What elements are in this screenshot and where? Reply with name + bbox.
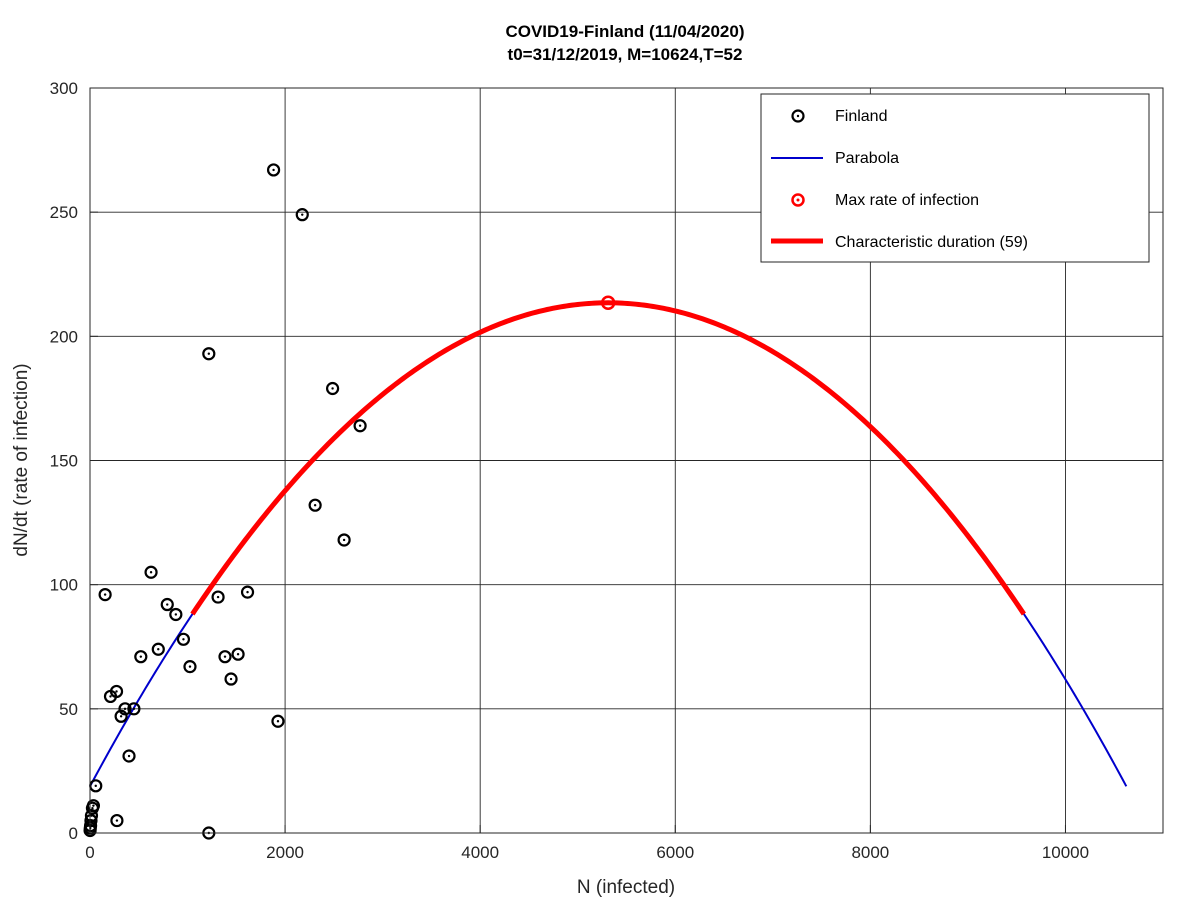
data-point-center xyxy=(123,707,127,711)
data-point xyxy=(86,799,101,813)
data-point xyxy=(337,533,351,547)
data-point-center xyxy=(139,655,143,658)
x-tick-label: 8000 xyxy=(851,843,889,862)
data-point xyxy=(160,597,174,612)
data-point-center xyxy=(127,754,131,758)
data-point xyxy=(144,565,158,579)
legend-entry-characteristic-duration: Characteristic duration (59) xyxy=(835,234,1028,251)
data-point xyxy=(218,650,232,664)
data-point-center xyxy=(216,595,220,599)
y-axis-label: dN/dt (rate of infection) xyxy=(11,363,32,556)
y-tick-label: 200 xyxy=(50,327,78,346)
data-point xyxy=(308,498,322,512)
data-point-center xyxy=(188,665,192,668)
y-axis-ticks: 0 50 100 150 200 250 300 xyxy=(50,79,98,843)
data-point-center xyxy=(182,638,185,641)
data-point xyxy=(118,702,132,716)
data-point xyxy=(109,684,124,699)
data-point-center xyxy=(92,804,95,807)
data-point xyxy=(151,642,165,656)
data-point-center xyxy=(91,806,94,810)
data-point-center xyxy=(331,387,334,390)
data-point-center xyxy=(115,690,118,693)
x-tick-label: 6000 xyxy=(656,843,694,862)
legend-marker-finland-dot xyxy=(796,114,800,118)
data-point xyxy=(127,702,141,716)
data-point-center xyxy=(246,590,249,594)
data-point-center xyxy=(358,424,362,427)
data-point xyxy=(231,647,245,661)
x-axis-ticks: 0 2000 4000 6000 8000 10000 xyxy=(85,825,1089,862)
data-point-center xyxy=(132,707,136,711)
y-tick-label: 50 xyxy=(59,700,78,719)
y-tick-label: 250 xyxy=(50,203,78,222)
data-point xyxy=(110,813,124,828)
data-point-center xyxy=(166,603,169,606)
data-point xyxy=(114,709,128,723)
data-point-center xyxy=(90,814,93,817)
data-point-center xyxy=(115,819,119,822)
x-tick-label: 2000 xyxy=(266,843,304,862)
max-rate-marker xyxy=(600,295,616,311)
data-point-center xyxy=(342,538,346,542)
data-point xyxy=(271,714,285,728)
data-point xyxy=(122,749,136,763)
data-point xyxy=(98,587,112,602)
y-tick-label: 100 xyxy=(50,576,78,595)
data-point xyxy=(353,419,367,433)
data-point xyxy=(202,347,216,361)
data-point-center xyxy=(276,720,280,723)
data-point xyxy=(183,660,197,674)
data-point xyxy=(169,607,183,622)
chart-title: COVID19-Finland (11/04/2020) xyxy=(505,22,744,41)
data-point-center xyxy=(119,715,123,718)
x-axis-label: N (infected) xyxy=(577,877,675,898)
data-point xyxy=(266,163,281,177)
chart-subtitle: t0=31/12/2019, M=10624,T=52 xyxy=(508,45,743,64)
data-point xyxy=(240,585,255,599)
y-tick-label: 150 xyxy=(50,452,78,471)
legend-marker-max-rate xyxy=(791,193,805,207)
data-point-center xyxy=(272,168,275,172)
data-point-center xyxy=(94,784,97,788)
legend-marker-finland xyxy=(791,109,805,123)
legend-entry-max-rate: Max rate of infection xyxy=(835,192,979,209)
data-point-center xyxy=(174,613,178,616)
data-point-center xyxy=(149,571,153,574)
legend: Finland Parabola Max rate of infection C… xyxy=(760,93,1150,263)
data-point-center xyxy=(301,213,304,216)
data-point-center xyxy=(207,352,211,355)
data-point-center xyxy=(103,593,107,596)
legend-entry-finland: Finland xyxy=(835,108,887,125)
data-point xyxy=(176,632,191,646)
data-point-center xyxy=(223,655,227,658)
data-point-center xyxy=(229,677,233,681)
x-tick-label: 0 xyxy=(85,843,94,862)
data-point xyxy=(224,672,238,686)
data-point-center xyxy=(236,653,240,656)
data-point xyxy=(134,650,148,664)
data-point xyxy=(211,590,225,604)
data-point xyxy=(325,381,340,396)
legend-entry-parabola: Parabola xyxy=(835,150,899,167)
plot-area xyxy=(83,163,1128,840)
data-point xyxy=(295,208,309,222)
data-point-center xyxy=(313,504,317,507)
x-tick-label: 10000 xyxy=(1042,843,1089,862)
y-tick-label: 0 xyxy=(69,824,78,843)
data-point-center xyxy=(109,695,112,698)
y-tick-label: 300 xyxy=(50,79,78,98)
x-tick-label: 4000 xyxy=(461,843,499,862)
legend-marker-max-rate-dot xyxy=(796,198,800,202)
data-point-center xyxy=(157,648,160,651)
legend-box xyxy=(760,93,1150,263)
max-rate-marker-center xyxy=(606,301,610,305)
